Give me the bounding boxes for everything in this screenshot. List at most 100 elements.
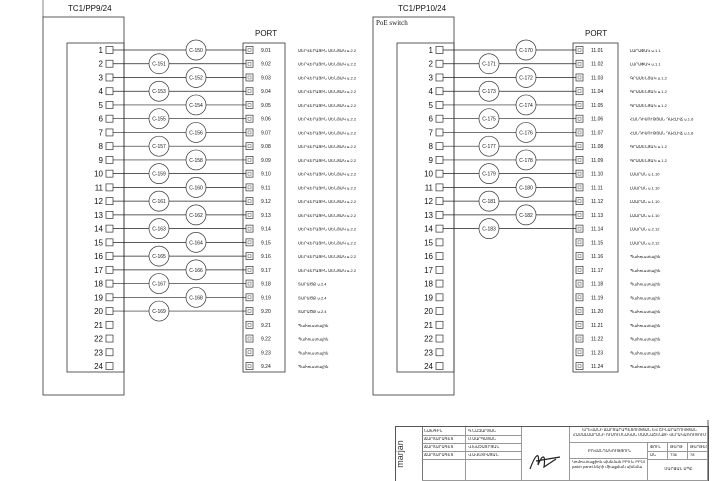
switch-port-number: 7 bbox=[99, 128, 104, 137]
cable-label-circle bbox=[185, 94, 207, 116]
patch-port-jack bbox=[575, 307, 584, 315]
patch-port-jack-inner bbox=[577, 226, 582, 231]
patch-port-number: 11.20 bbox=[591, 309, 603, 315]
port-description: Պահուստային bbox=[298, 323, 329, 328]
name-1: Գ.ՆԱԶԱՐՅԱՆ bbox=[466, 427, 522, 436]
patch-port-jack bbox=[575, 293, 584, 302]
port-description: Պահուստային bbox=[630, 268, 661, 273]
patch-port-jack bbox=[575, 156, 584, 164]
cable-label: C-177 bbox=[482, 144, 496, 150]
port-description: ԳՐԱՍԵՆՅԱԿ ս.1.2 bbox=[630, 75, 668, 80]
switch-port-jack bbox=[435, 307, 444, 315]
patch-port-jack-inner bbox=[247, 199, 252, 203]
patch-port-jack-inner bbox=[247, 75, 252, 80]
switch-port-jack bbox=[105, 156, 114, 164]
switch-port-number: 20 bbox=[94, 307, 103, 316]
cable-label: C-163 bbox=[152, 227, 166, 233]
switch-port-number: 17 bbox=[424, 266, 433, 275]
port-description: Պահուստային bbox=[630, 295, 661, 300]
patch-port-number: 9.24 bbox=[261, 364, 271, 370]
cable-label-circle bbox=[185, 232, 207, 253]
patch-port-number: 9.11 bbox=[261, 185, 271, 191]
signature-mark bbox=[529, 455, 561, 470]
port-description: ՏԱՐԱԾՔ ս.2.4 bbox=[298, 282, 327, 287]
patch-port-number: 9.23 bbox=[261, 350, 271, 356]
patch-port-jack-inner bbox=[247, 116, 252, 121]
patch-port-jack bbox=[575, 183, 584, 192]
cable-label: C-156 bbox=[189, 130, 203, 136]
patch-port-jack-inner bbox=[577, 158, 582, 162]
patch-port-jack-inner bbox=[577, 89, 582, 93]
patch-port-number: 11.17 bbox=[591, 268, 603, 274]
col-header-sheet: ԹԵՐԹ bbox=[668, 443, 688, 452]
patch-port-number: 9.17 bbox=[261, 268, 271, 274]
switch-port-jack bbox=[105, 101, 114, 109]
patch-port-jack-inner bbox=[247, 336, 252, 341]
cable-label-circle bbox=[185, 149, 207, 171]
port-header: PORT bbox=[585, 29, 607, 38]
cable-label-circle bbox=[515, 94, 537, 116]
switch-port-jack bbox=[435, 156, 444, 164]
cable-label-circle bbox=[478, 135, 500, 157]
col-header-sheets: ԹԵՐԹԵՐ bbox=[688, 443, 708, 452]
switch-port-jack bbox=[435, 87, 444, 96]
port-description: Պահուստային bbox=[630, 309, 661, 314]
cable-label: C-174 bbox=[519, 103, 533, 109]
switch-port-number: 11 bbox=[425, 183, 434, 192]
cable-label: C-183 bbox=[482, 227, 496, 233]
switch-port-jack bbox=[435, 348, 444, 357]
cable-label-circle bbox=[185, 67, 207, 88]
cable-label: C-157 bbox=[152, 144, 166, 150]
cable-label: C-151 bbox=[152, 62, 166, 68]
patch-port-jack bbox=[245, 183, 254, 192]
port-description: ԼՍԱՐԱՆ ս.2.12 bbox=[630, 227, 660, 232]
port-description: ԳՐԱՍԵՆՅԱԿ ս.1.2 bbox=[630, 89, 668, 94]
cable-label-circle bbox=[148, 300, 170, 322]
patch-port-jack bbox=[575, 73, 584, 82]
company-logo: marjan bbox=[395, 427, 423, 481]
switch-port-number: 2 bbox=[429, 60, 434, 69]
switch-port-jack bbox=[105, 197, 114, 205]
patch-port-jack bbox=[575, 114, 584, 123]
patch-port-number: 9.02 bbox=[261, 62, 271, 68]
patch-port-jack bbox=[575, 87, 584, 96]
cable-label-circle bbox=[515, 39, 537, 61]
patch-port-number: 9.01 bbox=[261, 48, 271, 54]
patch-port-jack-inner bbox=[577, 323, 582, 327]
port-description: ՍԵՐՎԵՐԱՅԻՆ ՍԵՆՅԱԿ ս.2.2 bbox=[298, 117, 357, 122]
switch-port-jack bbox=[435, 252, 444, 260]
patch-port-jack bbox=[575, 142, 584, 151]
patch-port-jack bbox=[575, 169, 584, 178]
switch-port-jack bbox=[105, 320, 114, 329]
port-description: ՍԵՐՎԵՐԱՅԻՆ ՍԵՆՅԱԿ ս.2.2 bbox=[298, 268, 357, 273]
name-2: Մ.ՍԱՐԳՍՅԱՆ bbox=[466, 435, 522, 444]
patch-port-jack bbox=[575, 238, 584, 247]
port-description: Պահուստային bbox=[298, 337, 329, 342]
patch-port-jack-inner bbox=[577, 309, 582, 313]
cable-label: C-169 bbox=[152, 309, 166, 315]
switch-port-jack bbox=[435, 142, 444, 151]
switch-port-number: 5 bbox=[429, 101, 434, 110]
switch-port-jack bbox=[435, 320, 444, 329]
patch-port-number: 11.23 bbox=[591, 350, 603, 356]
switch-port-number: 19 bbox=[424, 293, 433, 302]
patch-port-jack-inner bbox=[577, 254, 582, 258]
switch-port-number: 15 bbox=[424, 238, 433, 247]
patch-port-jack-inner bbox=[247, 171, 252, 176]
switch-port-jack bbox=[435, 224, 444, 233]
patch-port-number: 11.04 bbox=[591, 89, 603, 95]
patch-port-jack bbox=[575, 265, 584, 274]
role-4: ՃԱՐՏԱՐԱԳԵՏ bbox=[422, 451, 466, 460]
switch-port-jack bbox=[105, 252, 114, 260]
switch-port-jack bbox=[105, 224, 114, 233]
patch-port-jack-inner bbox=[247, 268, 252, 272]
patch-port-jack bbox=[245, 224, 254, 233]
switch-port-jack bbox=[105, 348, 114, 357]
switch-port-jack bbox=[105, 238, 114, 247]
col-value-sheets: 78 bbox=[688, 451, 708, 460]
switch-port-jack bbox=[105, 279, 114, 288]
patch-port-jack bbox=[575, 59, 584, 68]
switch-port-jack bbox=[435, 293, 444, 302]
patch-port-jack-inner bbox=[247, 254, 252, 258]
